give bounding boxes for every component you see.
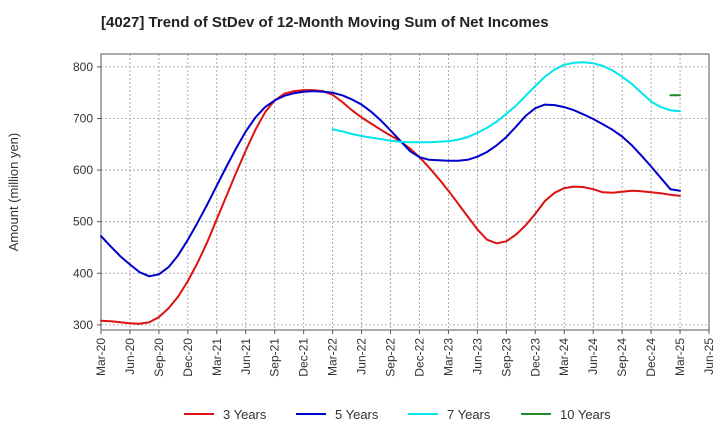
x-tick-label: Mar-20 — [94, 338, 108, 376]
series-line — [100, 89, 681, 325]
y-axis-ticks: 300 400 500 600 700 800 — [73, 60, 101, 332]
legend: 3 Years 5 Years 7 Years 10 Years — [184, 407, 611, 422]
x-tick-label: Sep-21 — [268, 338, 282, 377]
x-tick-label: Dec-24 — [644, 338, 658, 377]
legend-item: 3 Years — [184, 407, 267, 422]
x-tick-label: Jun-20 — [123, 338, 137, 375]
x-tick-label: Mar-25 — [673, 338, 687, 376]
y-tick-label: 700 — [73, 111, 93, 125]
legend-label: 10 Years — [560, 407, 611, 422]
x-tick-label: Jun-21 — [239, 338, 253, 375]
chart-title: [4027] Trend of StDev of 12-Month Moving… — [101, 14, 549, 31]
y-tick-label: 300 — [73, 318, 93, 332]
x-tick-label: Sep-22 — [384, 338, 398, 377]
legend-label: 5 Years — [335, 407, 379, 422]
x-tick-label: Mar-23 — [441, 338, 455, 376]
y-axis-label: Amount (million yen) — [6, 133, 21, 252]
x-tick-label: Jun-23 — [470, 338, 484, 375]
legend-label: 7 Years — [447, 407, 491, 422]
x-tick-label: Dec-21 — [297, 338, 311, 377]
x-tick-label: Jun-24 — [586, 338, 600, 375]
y-tick-label: 400 — [73, 266, 93, 280]
legend-label: 3 Years — [223, 407, 267, 422]
x-tick-label: Jun-22 — [355, 338, 369, 375]
x-tick-label: Sep-24 — [615, 338, 629, 377]
legend-item: 5 Years — [296, 407, 379, 422]
x-tick-label: Dec-23 — [528, 338, 542, 377]
x-tick-label: Sep-23 — [499, 338, 513, 377]
x-tick-label: Mar-24 — [557, 338, 571, 376]
x-tick-label: Dec-22 — [412, 338, 426, 377]
x-tick-label: Jun-25 — [702, 338, 716, 375]
grid — [100, 54, 710, 330]
x-tick-label: Sep-20 — [152, 338, 166, 377]
plot-area-frame — [100, 53, 710, 331]
y-tick-label: 500 — [73, 215, 93, 229]
y-tick-label: 600 — [73, 163, 93, 177]
x-axis-ticks: Mar-20 Jun-20 Sep-20 Dec-20 Mar-21 Jun-21 Sep-… — [94, 330, 716, 377]
x-tick-label: Dec-20 — [181, 338, 195, 377]
series-lines — [100, 61, 681, 325]
y-tick-label: 800 — [73, 60, 93, 74]
series-line — [100, 90, 681, 278]
legend-item: 10 Years — [521, 407, 611, 422]
legend-item: 7 Years — [408, 407, 491, 422]
x-tick-label: Mar-21 — [210, 338, 224, 376]
series-line — [331, 61, 681, 144]
x-tick-label: Mar-22 — [326, 338, 340, 376]
